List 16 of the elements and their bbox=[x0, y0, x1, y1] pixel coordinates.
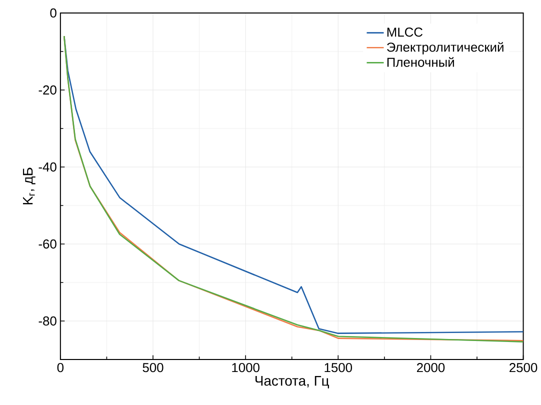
y-axis-title: K$_{г}$, дБ bbox=[23, 168, 36, 204]
legend-label: Электролитический bbox=[387, 42, 504, 54]
x-tick-label: 2500 bbox=[510, 362, 538, 372]
x-axis-title: Частота, Гц bbox=[256, 376, 329, 388]
x-tick-label: 1500 bbox=[324, 362, 352, 372]
x-tick-label: 0 bbox=[57, 362, 64, 372]
y-tick-label: 0 bbox=[50, 8, 56, 18]
y-tick-label: -80 bbox=[38, 316, 56, 326]
y-tick-label: -60 bbox=[38, 239, 56, 248]
y-tick-label: -20 bbox=[38, 85, 56, 94]
x-tick-label: 500 bbox=[142, 362, 164, 372]
x-tick-label: 1000 bbox=[232, 362, 260, 372]
x-tick-label: 2000 bbox=[416, 362, 445, 372]
y-tick-label: -40 bbox=[38, 162, 56, 172]
legend-label: Пленочный bbox=[387, 56, 454, 67]
legend-label: MLCC bbox=[387, 27, 423, 36]
